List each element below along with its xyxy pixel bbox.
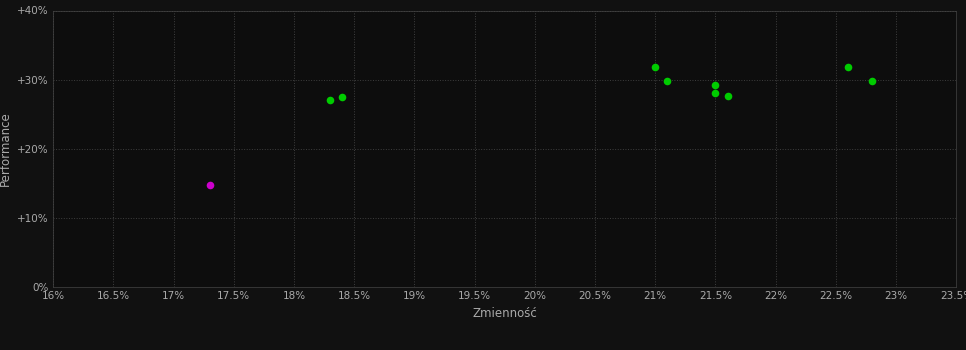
Point [323,98,338,103]
Point [840,64,856,70]
Point [708,91,724,96]
Point [708,82,724,88]
Point [865,78,880,84]
X-axis label: Zmienność: Zmienność [472,307,537,320]
Point [660,78,675,84]
Y-axis label: Performance: Performance [0,111,12,186]
Point [334,94,350,100]
Point [647,64,663,70]
Point [720,93,735,99]
Point [202,182,217,188]
